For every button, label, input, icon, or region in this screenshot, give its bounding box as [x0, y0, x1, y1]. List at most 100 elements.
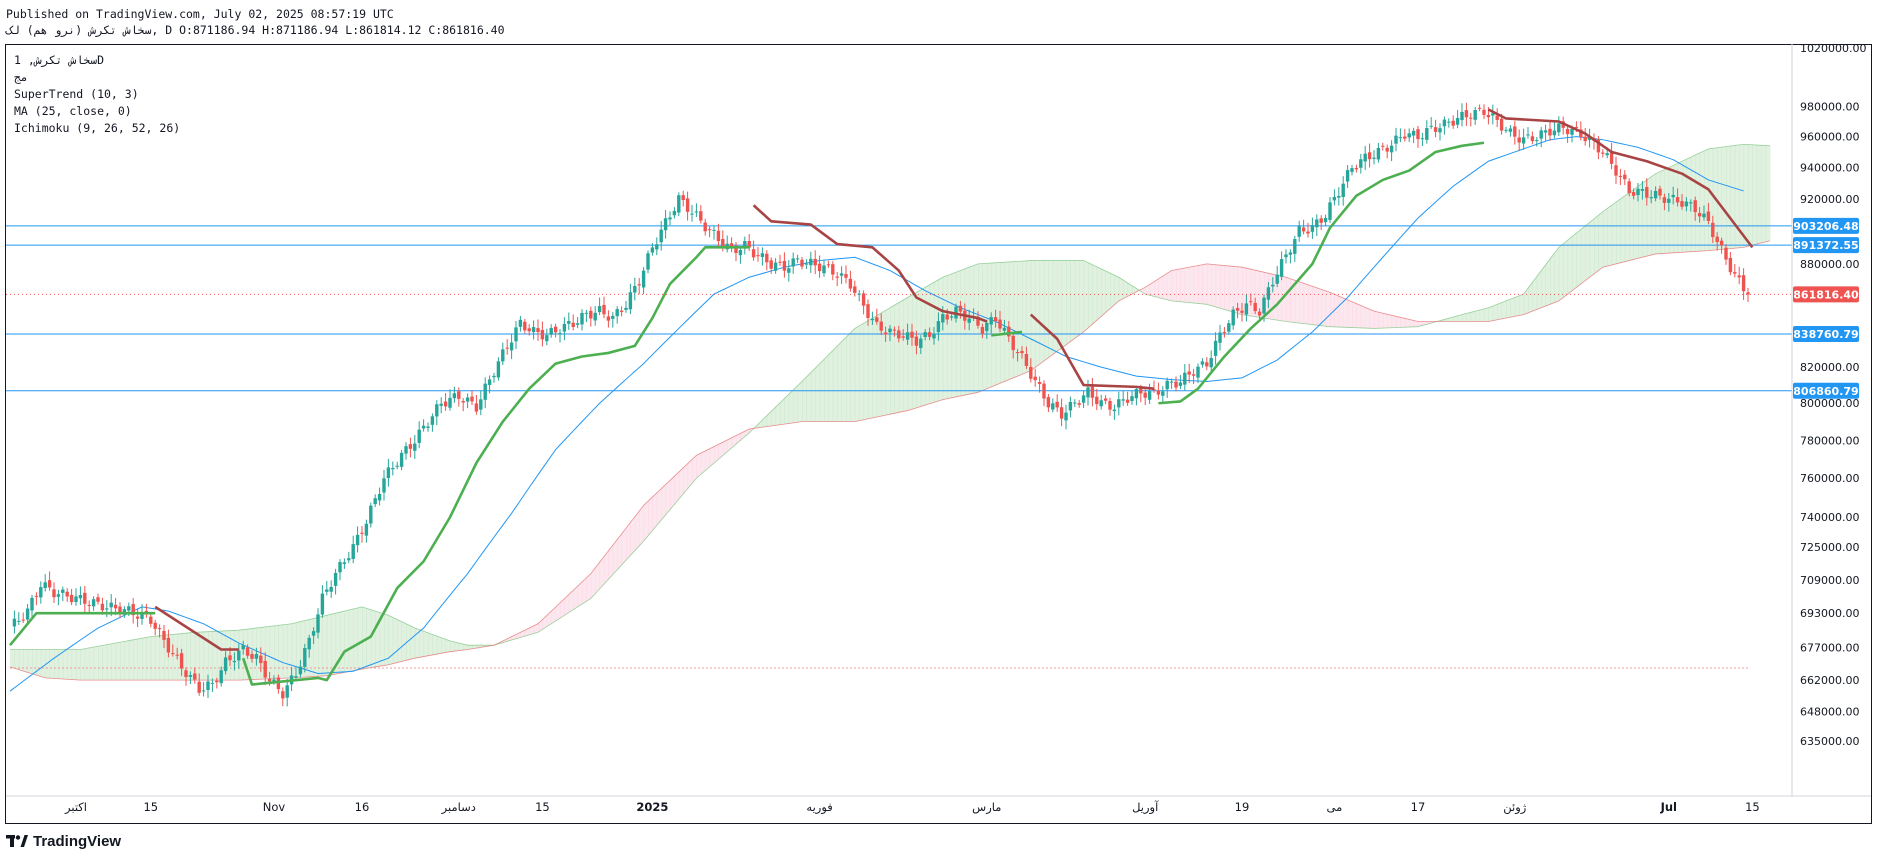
cloud-segment: [1026, 260, 1032, 373]
time-tick-label: فوریه: [806, 800, 832, 815]
cloud-segment: [1668, 165, 1674, 254]
candle-body: [1064, 412, 1068, 421]
candle-body: [1433, 127, 1438, 132]
candle-body: [751, 249, 756, 258]
cloud-segment: [1470, 311, 1476, 322]
candle-body: [1719, 240, 1724, 246]
cloud-segment: [89, 647, 95, 681]
candle-body: [206, 681, 210, 691]
candle-body: [1191, 374, 1196, 376]
cloud-segment: [595, 562, 601, 594]
cloud-segment: [1673, 163, 1679, 253]
cloud-segment: [1765, 145, 1771, 242]
candle-body: [1301, 227, 1306, 232]
legend-supertrend[interactable]: SuperTrend (10, 3): [14, 87, 139, 101]
cloud-segment: [326, 614, 332, 676]
cloud-segment: [925, 284, 931, 406]
candle-body: [910, 331, 914, 338]
cloud-segment: [84, 647, 90, 681]
candle-body: [919, 338, 923, 348]
cloud-segment: [687, 459, 693, 489]
candle-body: [861, 293, 866, 306]
cloud-segment: [1338, 296, 1344, 328]
cloud-span-a-line: [10, 143, 1771, 650]
candle-body: [1741, 275, 1746, 292]
candle-body: [1253, 302, 1257, 312]
cloud-segment: [916, 289, 922, 408]
cloud-segment: [1695, 152, 1701, 252]
candle-body: [1125, 399, 1130, 403]
candle-body: [109, 602, 113, 608]
candle-body: [567, 321, 571, 324]
candle-body: [276, 677, 281, 690]
candle-body: [707, 229, 712, 231]
candle-body: [285, 685, 289, 698]
cloud-segment: [1541, 264, 1547, 308]
cloud-segment: [1638, 183, 1643, 259]
cloud-segment: [934, 279, 939, 403]
cloud-segment: [564, 594, 570, 616]
price-label-text: 838760.79: [1793, 328, 1858, 341]
candle-body: [1288, 252, 1293, 255]
publish-info: Published on TradingView.com, July 02, 2…: [6, 6, 505, 38]
cloud-segment: [626, 522, 631, 561]
candle-body: [1737, 275, 1741, 278]
cloud-segment: [1127, 282, 1133, 297]
price-tick-label: 800000.00: [1800, 397, 1860, 410]
cloud-segment: [705, 448, 711, 471]
candle-body: [1680, 201, 1684, 207]
candle-body: [153, 622, 157, 629]
cloud-segment: [296, 621, 301, 678]
cloud-segment: [621, 527, 627, 565]
cloud-segment: [340, 611, 345, 674]
supertrend-segment: [154, 605, 239, 651]
cloud-segment: [964, 267, 970, 396]
cloud-segment: [942, 275, 948, 400]
candle-body: [245, 647, 250, 656]
candle-body: [140, 612, 144, 619]
legend-ma[interactable]: MA (25, close, 0): [14, 104, 132, 118]
candle-body: [83, 592, 87, 604]
candle-body: [540, 329, 545, 340]
cloud-segment: [1444, 318, 1450, 322]
candle-body: [945, 314, 949, 320]
candle-body: [347, 558, 351, 561]
time-axis[interactable]: اکتبر 15 Nov 16 دسامبر 15 2025 فوریه مارس آوریل 19…: [64, 800, 1760, 815]
candle-body: [901, 336, 905, 338]
cloud-segment: [1048, 260, 1054, 358]
candle-body: [1504, 129, 1508, 131]
candle-body: [492, 375, 496, 378]
candle-body: [131, 604, 135, 616]
candle-body: [958, 305, 963, 312]
candle-body: [738, 250, 743, 256]
candle-body: [1218, 332, 1222, 343]
cloud-segment: [1066, 260, 1071, 345]
candle-body: [650, 247, 655, 253]
candle-body: [1024, 353, 1029, 366]
candle-body: [1249, 301, 1253, 303]
cloud-segment: [1343, 298, 1349, 328]
cloud-segment: [146, 636, 152, 681]
cloud-segment: [1114, 275, 1120, 305]
cloud-segment: [274, 625, 279, 679]
candle-body: [1077, 403, 1081, 405]
candle-body: [1495, 115, 1499, 120]
time-tick-label: 16: [355, 800, 370, 814]
candle-body: [474, 403, 479, 412]
candle-body: [149, 616, 153, 624]
candle-body: [932, 334, 936, 339]
candle-body: [1187, 371, 1191, 375]
legend-ichimoku[interactable]: Ichimoku (9, 26, 52, 26): [14, 121, 181, 135]
cloud-segment: [872, 315, 878, 418]
candle-body: [993, 317, 998, 322]
price-axis[interactable]: 1020000.00 980000.00 960000.00 940000.00 920…: [1800, 42, 1866, 748]
cloud-segment: [1079, 260, 1085, 336]
candle-body: [523, 321, 527, 331]
candle-body: [1477, 107, 1482, 109]
candle-body: [1051, 403, 1055, 410]
candle-body: [320, 593, 325, 615]
candle-body: [65, 591, 69, 597]
candle-body: [1046, 397, 1051, 408]
chart-frame[interactable]: [5, 44, 1872, 824]
